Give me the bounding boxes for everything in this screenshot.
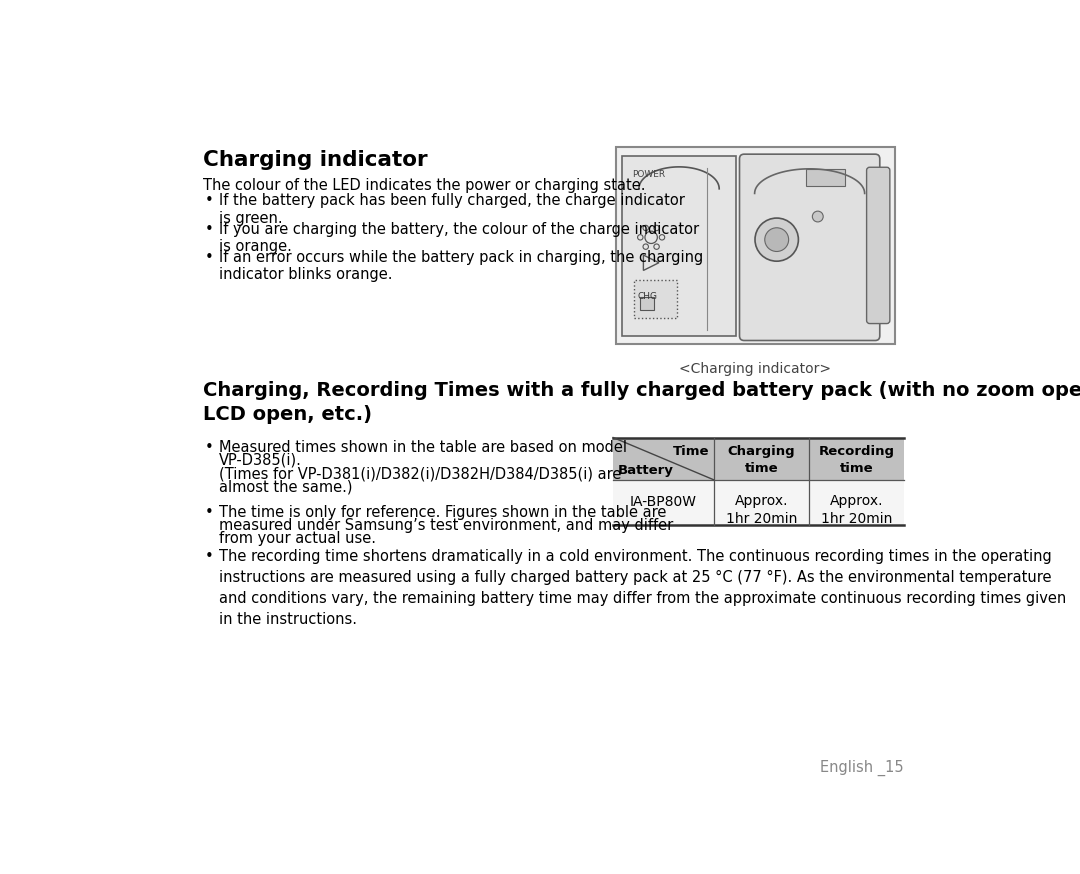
Text: •: • [205,505,214,520]
Text: CHG: CHG [638,292,658,301]
Text: IA-BP80W: IA-BP80W [630,495,697,509]
Circle shape [755,218,798,261]
Bar [634,280,677,318]
FancyBboxPatch shape [740,154,880,341]
Text: •: • [205,222,214,237]
Text: Charging
time: Charging time [728,445,795,475]
Text: Approx.
1hr 20min: Approx. 1hr 20min [726,495,797,526]
Text: Time: Time [673,445,710,458]
Text: Charging, Recording Times with a fully charged battery pack (with no zoom operat: Charging, Recording Times with a fully c… [203,380,1080,424]
Circle shape [812,212,823,222]
Text: Battery: Battery [618,464,674,477]
Bar [613,480,904,524]
Text: measured under Samsung’s test environment, and may differ: measured under Samsung’s test environmen… [218,518,673,533]
Text: Approx.
1hr 20min: Approx. 1hr 20min [821,495,892,526]
Bar [806,169,845,186]
Text: •: • [205,193,214,208]
Text: If you are charging the battery, the colour of the charge indicator
is orange.: If you are charging the battery, the col… [218,222,699,254]
Text: (Times for VP-D381(i)/D382(i)/D382H/D384/D385(i) are: (Times for VP-D381(i)/D382(i)/D382H/D384… [218,466,621,481]
Text: The time is only for reference. Figures shown in the table are: The time is only for reference. Figures … [218,505,666,520]
Bar [622,156,737,336]
Text: POWER: POWER [633,170,665,179]
Text: If an error occurs while the battery pack in charging, the charging
indicator bl: If an error occurs while the battery pac… [218,250,703,282]
Bar [616,147,894,343]
Text: from your actual use.: from your actual use. [218,531,376,546]
Text: English _15: English _15 [820,760,904,775]
Text: •: • [205,250,214,265]
Text: Measured times shown in the table are based on model: Measured times shown in the table are ba… [218,440,626,454]
FancyBboxPatch shape [866,167,890,323]
Text: •: • [205,440,214,454]
Text: VP-D385(i).: VP-D385(i). [218,453,301,468]
Bar [613,438,904,480]
Text: <Charging indicator>: <Charging indicator> [679,362,831,376]
Text: Recording
time: Recording time [819,445,894,475]
Text: If the battery pack has been fully charged, the charge indicator
is green.: If the battery pack has been fully charg… [218,193,685,225]
Text: almost the same.): almost the same.) [218,479,352,494]
Text: Charging indicator: Charging indicator [203,149,428,170]
Bar [640,296,654,310]
Text: The recording time shortens dramatically in a cold environment. The continuous r: The recording time shortens dramatically… [218,549,1066,628]
Text: •: • [205,549,214,565]
Circle shape [765,228,788,252]
Text: The colour of the LED indicates the power or charging state.: The colour of the LED indicates the powe… [203,178,646,193]
